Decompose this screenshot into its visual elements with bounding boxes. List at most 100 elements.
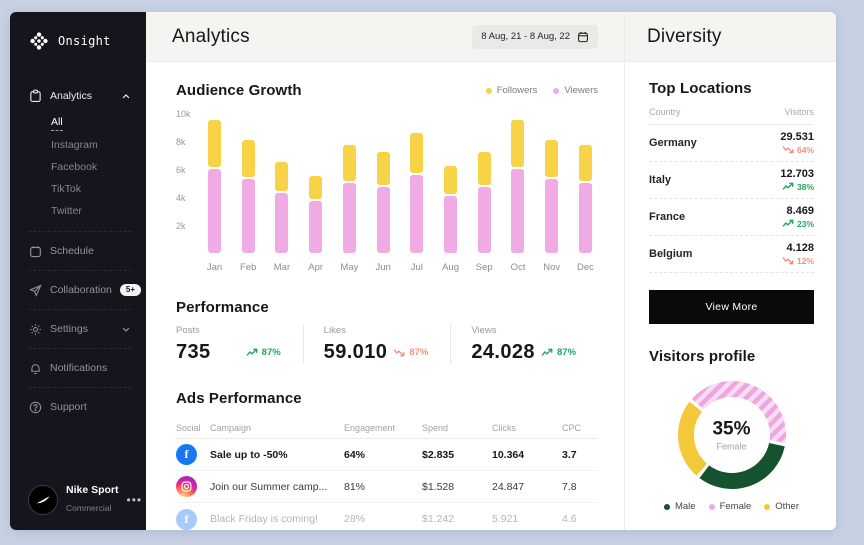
stat-trend: 87% [541,347,576,358]
main-header: Analytics 8 Aug, 21 - 8 Aug, 22 [146,12,624,62]
bar-stack [545,139,559,253]
location-row[interactable]: Belgium 4.128 12% [649,236,814,273]
spend-cell: $2.835 [422,448,455,461]
clicks-cell: 5.921 [492,513,519,525]
y-axis-label: 2k [176,221,186,231]
donut-segment-other [677,401,707,476]
clipboard-icon [28,89,42,103]
viewers-bar-segment [578,183,592,253]
stat-posts: Posts 735 87% [176,325,303,364]
legend-label: Followers [496,85,538,96]
stat-value: 24.028 [471,341,535,363]
visitors-profile-donut: 35% Female [649,371,814,499]
followers-bar-segment [342,145,356,181]
diversity-title: Diversity [647,25,722,47]
collaboration-badge: 5+ [119,284,141,296]
trend-value: 64% [796,145,814,155]
x-axis-label: Oct [510,262,526,273]
bar-column [309,176,323,253]
x-axis-label: Nov [543,262,561,273]
viewers-bar-segment [444,195,458,253]
sidebar-item-analytics[interactable]: Analytics [28,86,132,106]
followers-bar-segment [444,166,458,194]
trend-value: 87% [409,347,429,358]
legend-dot [708,503,715,510]
account-menu-icon[interactable]: ••• [126,493,143,508]
date-range-picker[interactable]: 8 Aug, 21 - 8 Aug, 22 [472,24,598,49]
bar-chart-yaxis: 10k 8k 6k 4k 2k [176,109,202,253]
locations-rows: Germany 29.531 64% Italy 12.703 38% France 8.46… [649,125,814,273]
sidebar-item-label: Notifications [50,362,108,374]
sidebar-item-facebook[interactable]: Facebook [51,161,98,173]
x-axis-label: Jan [206,262,223,273]
cpc-cell: 4.6 [562,513,577,525]
viewers-bar-segment [376,187,390,253]
sidebar-item-all[interactable]: All [51,112,132,134]
followers-bar-segment [241,139,255,177]
location-row[interactable]: Italy 12.703 38% [649,162,814,199]
legend-label: Male [674,501,696,512]
followers-bar-segment [578,145,592,181]
location-trend: 23% [782,219,814,230]
account-type: Commercial [66,503,112,513]
table-row[interactable]: f Sale up to -50% 64% $2.835 10.364 3.7 [176,439,598,471]
column-header: Clicks [492,422,516,433]
bar-stack [275,162,289,253]
legend-item-followers: Followers [485,85,538,96]
table-row[interactable]: Join our Summer camp... 81% $1.528 24.847 7.… [176,471,598,503]
chevron-down-icon[interactable] [122,327,130,332]
campaign-cell: Black Friday is coming! [210,513,318,525]
account-name: Nike Sport [66,484,119,497]
trend-up-icon [246,348,258,357]
divider [28,387,132,388]
sidebar-item-support[interactable]: Support [28,397,132,417]
bar-column [578,145,592,253]
trend-down-icon [782,256,794,267]
chevron-up-icon[interactable] [122,93,130,99]
trend-value: 87% [261,347,281,358]
sidebar-item-instagram[interactable]: Instagram [51,139,98,151]
trend-value: 87% [557,347,577,358]
trend-down-icon [782,145,794,156]
bar-column [511,120,525,253]
stat-label: Views [471,325,497,336]
table-row[interactable]: f Black Friday is coming! 28% $1.242 5.921 4.… [176,503,598,530]
facebook-icon: f [176,444,197,465]
sidebar-item-collaboration[interactable]: Collaboration 5+ [28,280,141,300]
engagement-cell: 64% [344,448,366,461]
sidebar-item-notifications[interactable]: Notifications [28,358,132,378]
viewers-bar-segment [275,192,289,253]
stat-views: Views 24.028 87% [450,325,598,364]
account-switcher[interactable]: Nike Sport Commercial ••• [28,484,141,516]
campaign-cell: Sale up to -50% [210,448,288,461]
x-axis-label: Feb [240,262,257,273]
send-icon [28,283,42,297]
bar-stack [410,132,424,253]
legend-dot [663,503,670,510]
bell-icon [28,361,42,375]
bar-stack [309,176,323,253]
column-header: CPC [562,422,582,433]
view-more-button[interactable]: View More [649,290,814,324]
location-trend: 12% [782,256,814,267]
location-row[interactable]: Germany 29.531 64% [649,125,814,162]
spend-cell: $1.242 [422,513,455,525]
sidebar-item-label: Schedule [50,245,94,257]
y-axis-label: 8k [176,137,186,147]
sidebar-item-twitter[interactable]: Twitter [51,205,82,217]
x-axis-label: Aug [442,262,459,273]
sidebar-item-tiktok[interactable]: TikTok [51,183,81,195]
app-window: Onsight Analytics All Instagra [10,12,836,530]
stat-likes: Likes 59.010 87% [302,325,451,364]
diversity-content: Top Locations Country Visitors Germany 29… [625,62,836,530]
logo-text: Onsight [58,34,111,48]
location-row[interactable]: France 8.469 23% [649,199,814,236]
nike-avatar [28,485,58,516]
viewers-bar-segment [309,201,323,253]
sidebar-item-settings[interactable]: Settings [28,319,132,339]
donut-center-value: 35% [712,418,751,440]
location-visitors: 8.469 [786,204,814,217]
calendar-icon [28,244,42,258]
bar-column [241,139,255,253]
sidebar-item-schedule[interactable]: Schedule [28,241,132,261]
